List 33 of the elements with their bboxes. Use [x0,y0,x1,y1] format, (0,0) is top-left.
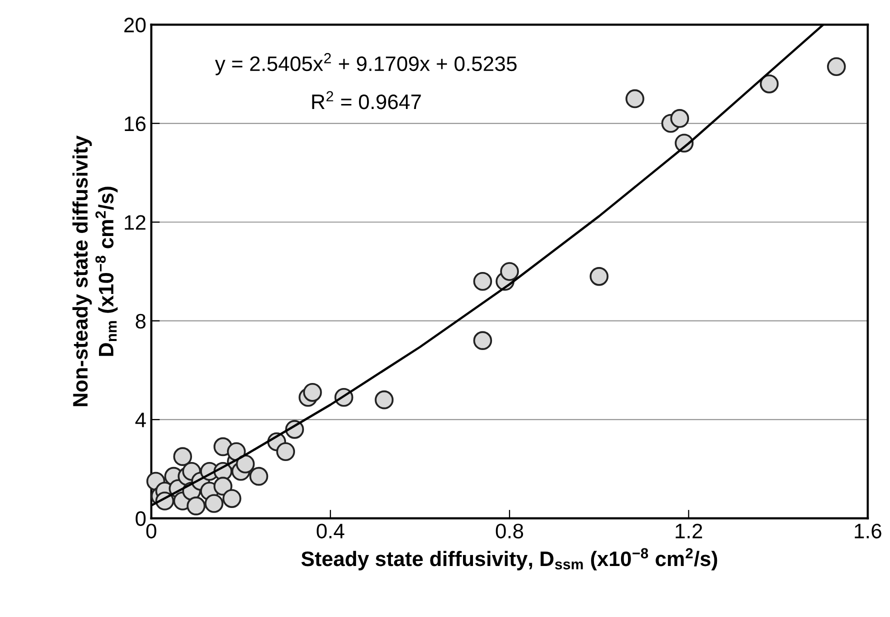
point [500,262,519,281]
y-tick-label: 4 [135,412,146,428]
point [249,466,268,486]
point [625,89,644,108]
annotation: y = 2.5405x$^{2}$ + 9.1709x + 0.5235 [215,53,517,76]
y-axis-title: Non-steady state diffusivity D$_{nm}$ (x10$^{−8}$ cm$^{2}$/s) [72,136,118,406]
y-tick-label: 8 [136,314,146,329]
point [374,390,394,410]
point [303,383,322,402]
point [186,496,206,516]
point [760,74,779,94]
point [473,331,492,350]
x-tick-label: 0.8 [496,524,524,538]
point [276,442,296,462]
point [473,272,492,291]
x-tick-label: 1.6 [854,524,882,538]
point [173,447,192,466]
x-tick-label: 0 [146,524,156,538]
y-tick-label: 0 [136,511,146,526]
point [826,57,846,76]
point [590,267,608,286]
x-tick-label: 1.2 [676,524,702,538]
y-tick-label: 16 [124,116,146,132]
x-tick-label: 0.4 [316,524,344,538]
point [204,494,224,513]
y-tick-label: 20 [124,18,146,32]
point [670,109,690,128]
point [222,489,242,508]
x-axis-title: Steady state diffusivity, D$_{ssm}$ (x10$^{−8}$ cm$^{2}$/s) [301,548,718,570]
annotation: R$^{2}$ = 0.9647 [312,91,421,110]
point [236,454,255,474]
y-tick-label: 12 [124,215,146,230]
point [214,476,232,496]
